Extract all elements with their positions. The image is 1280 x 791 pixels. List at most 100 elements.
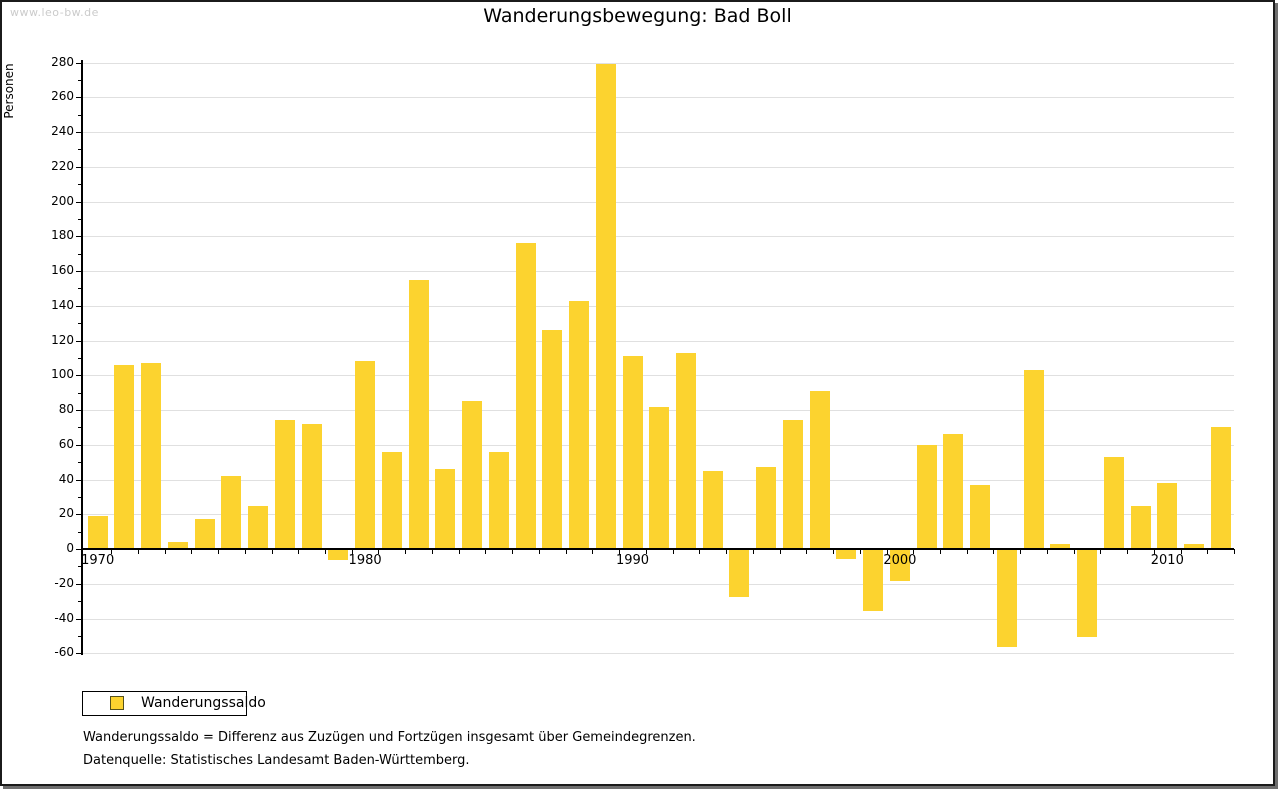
bar-1975	[221, 476, 242, 549]
x-axis-label-1990: 1990	[615, 553, 650, 568]
y-axis-tick	[78, 79, 82, 81]
x-axis-tick	[940, 549, 941, 554]
bar-2009	[1130, 505, 1151, 549]
bar-1972	[141, 363, 162, 549]
gridline	[82, 375, 1234, 377]
page-title: Wanderungsbewegung: Bad Boll	[483, 5, 792, 27]
y-axis-tick	[76, 375, 82, 377]
x-axis-tick	[458, 549, 460, 554]
gridline	[82, 236, 1234, 238]
y-axis-tick-label: 0	[66, 541, 74, 555]
bar-1971	[114, 364, 135, 549]
bar-1997	[809, 390, 830, 549]
y-axis-tick	[78, 114, 82, 116]
y-axis-tick	[76, 201, 82, 203]
y-axis-tick-label: 140	[51, 297, 74, 312]
y-axis-tick	[78, 566, 82, 568]
x-axis-label-2000: 2000	[883, 553, 917, 568]
bar-1973	[167, 542, 188, 549]
y-axis-tick	[76, 410, 82, 411]
x-axis-tick	[645, 549, 647, 554]
x-axis-tick	[405, 549, 407, 554]
y-axis-tick-label: 80	[58, 402, 74, 416]
y-axis-tick	[76, 514, 82, 516]
x-axis-tick	[137, 549, 139, 554]
x-axis-label-2010: 2010	[1150, 553, 1184, 568]
y-axis-tick	[78, 288, 82, 290]
y-axis-tick-label: 220	[51, 158, 74, 173]
gridline	[82, 653, 1234, 655]
x-axis-tick	[351, 549, 353, 554]
x-axis-tick	[1180, 549, 1182, 554]
y-axis-tick	[78, 635, 82, 637]
x-axis-tick	[111, 549, 113, 554]
bar-1984	[462, 401, 483, 549]
x-axis-tick	[218, 549, 220, 554]
x-axis-tick	[565, 549, 567, 554]
gridline	[82, 340, 1234, 342]
x-axis-tick	[1153, 549, 1155, 554]
x-axis-tick	[833, 549, 835, 554]
x-axis-tick	[431, 549, 433, 554]
y-axis-tick	[78, 601, 82, 603]
y-axis-tick-label: 20	[58, 506, 74, 521]
x-axis-tick	[1234, 549, 1236, 554]
y-axis-tick	[76, 340, 82, 342]
bar-2006	[1050, 543, 1071, 549]
bar-2012	[1210, 427, 1231, 549]
x-axis-tick	[913, 549, 915, 554]
y-axis-tick	[78, 218, 82, 220]
x-axis-tick	[886, 549, 888, 554]
y-axis-tick-label: 200	[51, 193, 74, 208]
y-axis-tick	[78, 357, 82, 359]
x-axis-tick	[1127, 549, 1129, 554]
x-axis-tick	[752, 549, 754, 554]
bar-2004	[996, 550, 1017, 648]
gridline	[82, 618, 1234, 620]
x-axis-tick	[966, 549, 968, 554]
y-axis-tick	[78, 427, 82, 429]
x-axis-tick	[1046, 549, 1048, 554]
y-axis-tick	[76, 62, 82, 64]
y-axis-tick	[76, 653, 82, 655]
y-axis-tick	[78, 253, 82, 255]
bar-2010	[1157, 482, 1178, 549]
gridline	[82, 583, 1234, 585]
bar-2002	[943, 434, 964, 549]
bar-2011	[1184, 543, 1205, 549]
x-axis-tick	[1100, 549, 1102, 554]
bar-1977	[274, 420, 295, 549]
x-axis-tick	[806, 549, 808, 554]
watermark: www.leo-bw.de	[10, 6, 99, 19]
gridline	[82, 62, 1234, 64]
bar-1981	[381, 451, 402, 549]
y-axis-tick	[78, 462, 82, 464]
x-axis-tick	[619, 549, 621, 554]
x-axis-label-1970: 1970	[81, 553, 115, 568]
bar-2000	[889, 550, 910, 582]
x-axis-tick	[244, 549, 246, 554]
bar-2007	[1077, 550, 1098, 637]
legend: Wanderungssaldo	[82, 691, 266, 716]
bar-1988	[569, 300, 590, 549]
x-axis-line	[81, 548, 1234, 550]
x-axis-tick	[512, 549, 514, 554]
y-axis-tick-label: 180	[51, 228, 74, 243]
y-axis-tick-label: 280	[51, 54, 74, 69]
x-axis-tick	[699, 549, 701, 554]
y-axis-tick	[76, 479, 82, 481]
legend-swatch-icon	[110, 696, 124, 710]
x-axis-tick	[164, 549, 166, 554]
y-axis-tick-label: 240	[51, 124, 74, 138]
gridline	[82, 305, 1234, 307]
y-axis-tick-label: 60	[58, 436, 74, 451]
legend-label: Wanderungssaldo	[141, 695, 266, 711]
x-axis-tick	[1020, 549, 1022, 554]
y-axis-tick	[78, 392, 82, 394]
y-axis-tick-label: 120	[51, 332, 74, 347]
x-axis-tick	[592, 549, 594, 554]
y-axis-tick	[76, 271, 82, 272]
bar-1995	[756, 467, 777, 549]
x-axis-tick	[779, 549, 781, 554]
